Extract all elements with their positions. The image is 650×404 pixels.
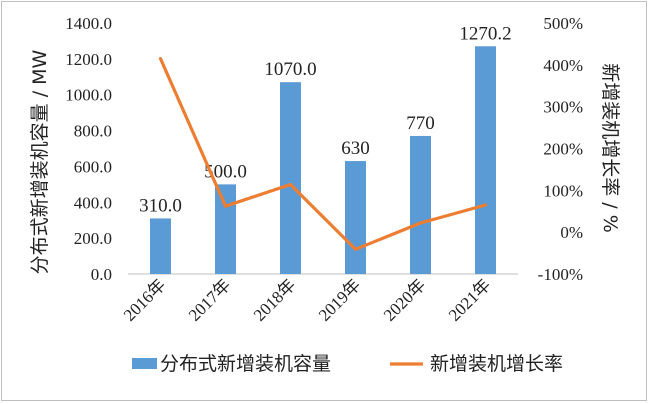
bar bbox=[150, 218, 171, 274]
legend-bar-label: 分布式新增装机容量 bbox=[160, 353, 331, 375]
left-axis-ticks: 0.0 200.0 400.0 600.0 800.0 1000.0 1200.0 1400.… bbox=[65, 14, 112, 284]
bar bbox=[345, 161, 366, 274]
right-tick-label: 300% bbox=[543, 98, 583, 117]
left-axis-title: 分布式新增装机容量 / MW bbox=[29, 49, 51, 274]
bar bbox=[280, 82, 301, 275]
right-tick-label: 500% bbox=[543, 14, 583, 33]
legend-line-label: 新增装机增长率 bbox=[430, 353, 563, 375]
bar-data-label: 310.0 bbox=[139, 195, 182, 216]
left-tick-label: 1000.0 bbox=[65, 86, 112, 105]
legend: 分布式新增装机容量 新增装机增长率 bbox=[132, 353, 563, 375]
bar-data-label: 770 bbox=[406, 113, 435, 134]
bar-data-label: 500.0 bbox=[204, 161, 247, 182]
right-axis-title: 新增装机增长率 / % bbox=[599, 63, 621, 233]
left-tick-label: 800.0 bbox=[74, 122, 112, 141]
category-labels: 2016年 2017年 2018年 2019年 2020年 2021年 bbox=[120, 275, 494, 324]
right-tick-label: -100% bbox=[538, 265, 583, 284]
bar bbox=[475, 46, 496, 274]
category-label: 2017年 bbox=[185, 275, 234, 324]
right-axis-ticks: -100% 0% 100% 200% 300% 400% 500% bbox=[538, 14, 583, 284]
left-tick-label: 400.0 bbox=[74, 193, 112, 212]
category-label: 2021年 bbox=[445, 275, 494, 324]
left-tick-label: 600.0 bbox=[74, 157, 112, 176]
right-tick-label: 400% bbox=[543, 56, 583, 75]
left-tick-label: 200.0 bbox=[74, 229, 112, 248]
left-tick-label: 1200.0 bbox=[65, 50, 112, 69]
growth-rate-line bbox=[158, 57, 488, 251]
right-tick-label: 200% bbox=[543, 140, 583, 159]
legend-bar-swatch bbox=[132, 358, 157, 369]
bar bbox=[410, 135, 431, 274]
bar-data-label: 1270.2 bbox=[459, 23, 511, 44]
category-label: 2019年 bbox=[315, 275, 364, 324]
bar bbox=[215, 184, 236, 274]
left-tick-label: 1400.0 bbox=[65, 14, 112, 33]
left-tick-label: 0.0 bbox=[91, 265, 112, 284]
bar-data-label: 630 bbox=[341, 138, 370, 159]
bar-series bbox=[150, 46, 496, 275]
bar-data-label: 1070.0 bbox=[264, 59, 316, 80]
category-label: 2020年 bbox=[380, 275, 429, 324]
right-tick-label: 0% bbox=[560, 223, 583, 242]
category-label: 2018年 bbox=[250, 275, 299, 324]
right-tick-label: 100% bbox=[543, 181, 583, 200]
bar-data-labels: 310.0 500.0 1070.0 630 770 1270.2 bbox=[139, 23, 512, 216]
category-label: 2016年 bbox=[120, 275, 169, 324]
